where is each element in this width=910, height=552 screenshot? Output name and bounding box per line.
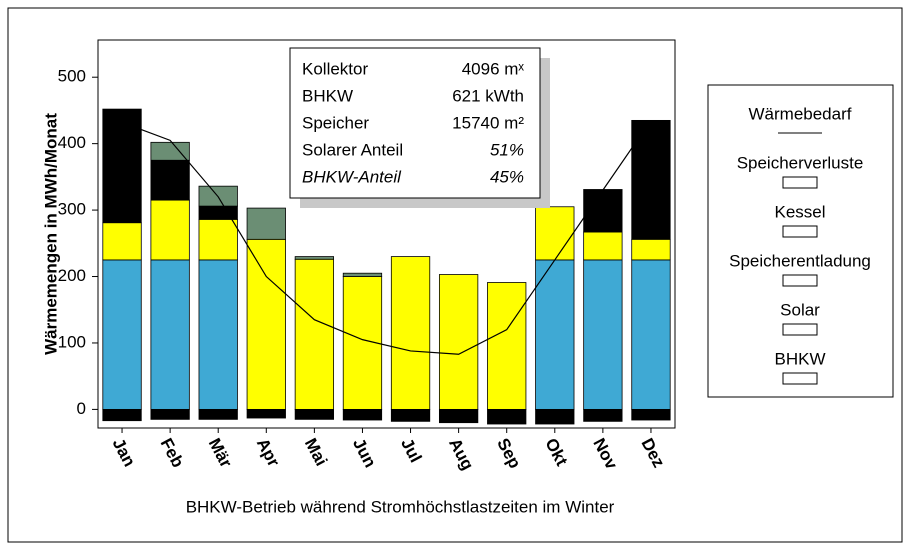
subtitle: BHKW-Betrieb während Stromhöchstlastzeit… — [186, 497, 615, 516]
bar — [535, 206, 575, 261]
legend-label: Solar — [780, 300, 820, 319]
y-tick-label: 100 — [58, 332, 86, 351]
info-label: Solarer Anteil — [302, 140, 403, 159]
info-value: 51% — [490, 140, 524, 159]
bar — [487, 408, 527, 425]
bar — [150, 199, 190, 261]
info-label: BHKW-Anteil — [302, 167, 402, 186]
y-tick-label: 400 — [58, 133, 86, 152]
bar — [631, 238, 671, 261]
bar — [438, 274, 479, 410]
info-label: Speicher — [302, 113, 369, 132]
info-label: BHKW — [302, 86, 353, 105]
bar — [102, 108, 142, 224]
bar — [583, 189, 623, 233]
bar — [535, 259, 575, 410]
bar — [487, 282, 527, 410]
bar — [198, 259, 238, 410]
bar — [246, 238, 286, 410]
bar — [150, 141, 190, 161]
legend-swatch — [782, 372, 818, 385]
legend-label: BHKW — [775, 349, 826, 368]
line — [121, 120, 652, 355]
bar — [294, 408, 335, 420]
info-value: 621 kWth — [452, 86, 524, 105]
bar — [102, 222, 142, 261]
bar — [294, 258, 335, 410]
y-tick-label: 500 — [58, 67, 86, 86]
info-label: Kollektor — [302, 59, 368, 78]
bar — [246, 408, 286, 419]
bar — [198, 218, 238, 261]
bar — [583, 408, 623, 422]
legend-swatch — [782, 274, 818, 287]
bar — [583, 231, 623, 261]
bar — [294, 256, 335, 260]
bar — [631, 408, 671, 421]
bar — [438, 408, 479, 424]
bar — [198, 408, 238, 420]
bar — [390, 256, 431, 410]
info-value: 4096 mˣ — [462, 59, 525, 78]
legend-label: Speicherverluste — [737, 153, 864, 172]
legend-label: Speicherentladung — [729, 251, 871, 270]
bar — [102, 408, 142, 422]
legend-label: Kessel — [774, 202, 825, 221]
bar — [583, 259, 623, 410]
legend-swatch — [782, 323, 818, 336]
bar — [390, 408, 431, 422]
y-tick-label: 200 — [58, 266, 86, 285]
y-axis-label: Wärmemengen in MWh/Monat — [41, 113, 60, 355]
bar — [102, 259, 142, 410]
bar — [342, 272, 383, 277]
bar — [198, 205, 238, 220]
legend — [707, 84, 894, 398]
info-value: 15740 m² — [452, 113, 524, 132]
legend-swatch — [782, 225, 818, 238]
legend-label: Wärmebedarf — [749, 104, 852, 123]
bar — [150, 159, 190, 201]
legend-swatch — [782, 176, 818, 189]
bar — [150, 408, 190, 420]
bar — [631, 259, 671, 410]
y-tick-label: 0 — [77, 399, 86, 418]
bar — [535, 408, 575, 425]
bar — [150, 259, 190, 410]
y-tick-label: 300 — [58, 200, 86, 219]
bar — [342, 408, 383, 421]
info-value: 45% — [490, 167, 524, 186]
bar — [246, 207, 286, 240]
info-box — [289, 47, 541, 199]
bar — [631, 119, 671, 240]
